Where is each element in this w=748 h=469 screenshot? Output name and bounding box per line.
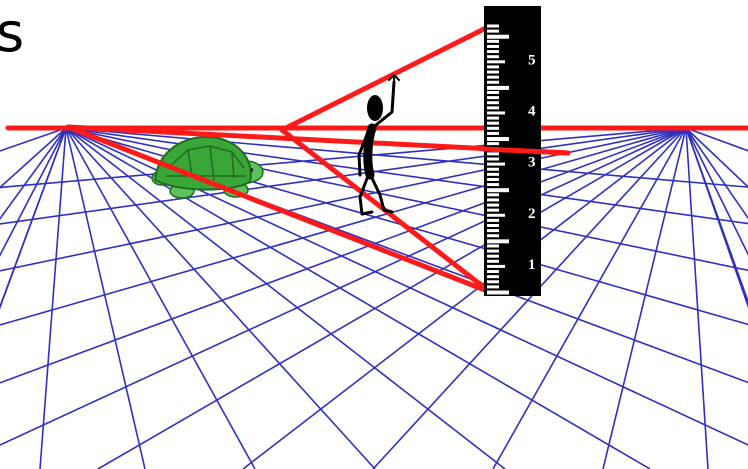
ruler-tick <box>487 275 499 279</box>
ruler-tick <box>487 162 505 166</box>
ruler-tick <box>487 270 499 274</box>
ruler-tick <box>487 254 499 258</box>
ruler-ticks <box>487 24 509 295</box>
grid-line-left <box>39 127 67 469</box>
ruler-tick <box>487 280 499 284</box>
grid-line-left <box>0 127 67 189</box>
ruler-tick <box>487 244 499 248</box>
ruler-tick <box>487 65 499 69</box>
grid-line-right <box>0 127 687 225</box>
ruler-label: 3 <box>528 155 536 171</box>
ruler-tick <box>487 70 499 74</box>
ruler-tick <box>487 249 499 253</box>
grid-line-right <box>685 127 748 189</box>
ruler-tick <box>487 285 499 289</box>
grid-line-left <box>65 127 506 469</box>
ruler-tick <box>487 55 499 59</box>
grid-line-left <box>65 127 146 469</box>
measure-line-over-ruler <box>481 146 571 156</box>
ruler-label: 2 <box>528 206 536 222</box>
grid-line-left <box>0 127 67 221</box>
ruler-tick <box>487 39 499 43</box>
ruler-tick <box>487 208 499 212</box>
ruler-tick <box>487 75 499 79</box>
ruler-tick <box>487 183 499 187</box>
ruler-label: 1 <box>528 257 536 273</box>
turtle-icon <box>151 135 264 199</box>
grid-line-right <box>685 127 748 220</box>
vanishing-line-feet <box>65 124 493 295</box>
grid-line-right <box>0 127 687 272</box>
ruler-tick <box>487 44 499 48</box>
ruler-tick <box>487 213 505 217</box>
ruler-tick <box>487 50 499 54</box>
ruler-tick <box>487 101 499 105</box>
grid-line-right <box>97 127 687 469</box>
ruler-tick <box>487 106 499 110</box>
ruler-tick <box>487 229 499 233</box>
ruler-tick <box>487 234 499 238</box>
ruler-tick <box>487 131 499 135</box>
ruler-tick <box>487 80 499 84</box>
grid-line-left <box>0 127 67 152</box>
grid-line-right <box>0 127 687 446</box>
grid-line-left <box>65 127 748 225</box>
ruler-tick <box>487 224 499 227</box>
ruler-tick <box>487 167 499 171</box>
ruler-tick <box>487 177 499 181</box>
ruler-tick <box>487 60 505 64</box>
ruler-tick <box>487 91 499 94</box>
slide-title-fragment: s <box>0 1 25 64</box>
grid-line-left <box>65 127 256 469</box>
grid-line-left <box>65 127 748 272</box>
ruler-label: 4 <box>528 104 536 120</box>
ruler-tick <box>487 239 509 244</box>
grid-line-left <box>65 127 748 326</box>
grid-line-right <box>685 127 748 152</box>
ruler-tick <box>487 24 499 28</box>
ruler-tick <box>487 259 499 263</box>
ruler-tick <box>487 193 499 197</box>
ruler-tick <box>487 137 509 142</box>
ruler-tick <box>487 218 499 222</box>
grid-line-right <box>372 127 687 469</box>
ruler-tick <box>487 34 509 39</box>
ruler-labels: 5 4 3 2 1 <box>528 52 536 273</box>
grid-line-right <box>685 127 748 309</box>
ruler-tick <box>487 203 499 207</box>
ruler-tick <box>487 142 499 146</box>
grid-line-right <box>242 127 687 469</box>
ruler-tick <box>487 198 499 202</box>
ruler-tick <box>487 111 505 115</box>
grid-line-left <box>0 127 67 257</box>
ruler-label: 5 <box>528 52 536 68</box>
grid-line-right <box>685 127 748 256</box>
ruler-tick <box>487 121 499 125</box>
ruler-tick <box>487 188 509 193</box>
grid-line-left <box>65 127 748 188</box>
ruler-tick <box>487 172 499 176</box>
ruler-tick <box>487 264 505 268</box>
line-to-ruler-top <box>279 23 493 133</box>
ground-grid <box>0 127 748 469</box>
grid-line-left <box>0 127 67 310</box>
grid-line-right <box>685 127 709 469</box>
grid-line-right <box>0 127 687 189</box>
grid-line-left <box>65 127 376 469</box>
ruler-tick <box>487 157 499 161</box>
stick-figure-icon <box>357 74 400 216</box>
ruler-tick <box>487 116 499 120</box>
ruler-tick <box>487 29 499 33</box>
ruler-tick <box>487 152 499 156</box>
ruler-tick <box>487 126 499 130</box>
ruler-tick <box>487 96 499 100</box>
ruler-tick <box>487 85 509 90</box>
grid-line-right <box>492 127 687 469</box>
grid-line-right <box>602 127 687 469</box>
ruler-tick <box>487 290 509 295</box>
